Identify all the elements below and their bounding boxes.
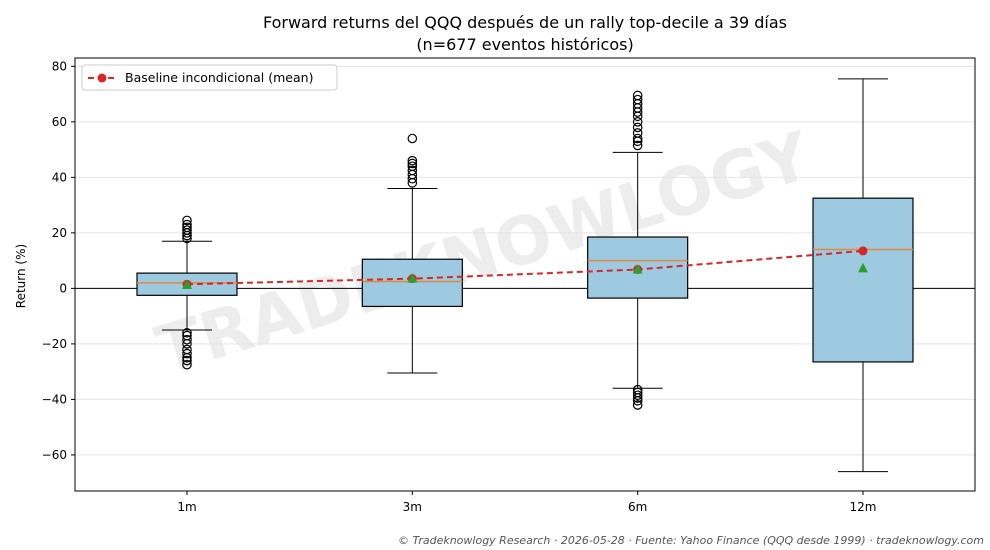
x-tick-label: 1m	[177, 500, 196, 514]
outlier-point	[632, 122, 643, 133]
baseline-point	[858, 246, 868, 256]
watermark: TRADEKNOWLOGY	[148, 117, 820, 389]
footer: © Tradeknowlogy Research · 2026-05-28 · …	[398, 534, 984, 547]
mean-marker	[632, 264, 643, 274]
y-axis-label: Return (%)	[14, 244, 28, 308]
outlier-point	[182, 222, 192, 233]
outlier-point	[632, 133, 643, 144]
outlier-point	[407, 165, 418, 176]
y-tick-label: −40	[42, 392, 67, 406]
y-axis-ticks: −60 −40 −20 0 20 40 60 80	[42, 59, 75, 462]
outlier-point	[182, 327, 192, 338]
legend: Baseline incondicional (mean)	[81, 64, 338, 91]
outlier-point	[182, 225, 192, 235]
box-12m	[812, 78, 914, 473]
outlier-point	[182, 215, 192, 226]
mean-marker	[182, 279, 192, 290]
y-tick-label: 80	[52, 59, 67, 73]
y-tick-label: 60	[52, 115, 67, 129]
plot-area	[75, 78, 975, 473]
chart-title: Forward returns del QQQ después de un ra…	[263, 13, 787, 32]
y-tick-label: −20	[42, 337, 67, 351]
box-6m	[587, 90, 689, 410]
outlier-point	[632, 128, 643, 138]
outlier-point	[407, 158, 418, 169]
outlier-point	[632, 117, 643, 127]
legend-box	[81, 64, 338, 91]
box-iqr	[812, 197, 914, 363]
mean-marker	[407, 273, 418, 283]
baseline-line	[186, 249, 864, 286]
outlier-point	[182, 219, 192, 230]
mean-marker	[858, 262, 868, 273]
outlier-point	[632, 393, 643, 403]
legend-marker	[97, 73, 107, 83]
outlier-point	[182, 352, 192, 363]
chart-subtitle: (n=677 eventos históricos)	[416, 35, 633, 54]
y-tick-label: −60	[42, 448, 67, 462]
outlier-point	[632, 94, 643, 105]
x-tick-label: 3m	[403, 500, 422, 514]
x-axis-ticks: 1m 3m 6m 12m	[177, 491, 876, 514]
y-tick-label: 0	[59, 281, 67, 295]
y-tick-label: 40	[52, 170, 67, 184]
outlier-point	[632, 140, 643, 151]
outlier-point	[182, 355, 192, 366]
x-tick-label: 6m	[628, 500, 647, 514]
y-tick-label: 20	[52, 226, 67, 240]
outlier-point	[182, 334, 192, 345]
outlier-point	[407, 161, 418, 172]
outlier-point	[182, 348, 192, 359]
outlier-point	[182, 339, 192, 349]
outlier-point	[632, 390, 643, 401]
plot-frame	[74, 57, 976, 492]
outlier-point	[632, 395, 643, 406]
legend-label: Baseline incondicional (mean)	[125, 70, 313, 85]
outlier-point	[407, 133, 418, 144]
x-tick-label: 12m	[850, 500, 877, 514]
outlier-point	[632, 90, 643, 101]
outlier-point	[407, 155, 418, 166]
outlier-point	[632, 400, 643, 410]
outlier-point	[182, 359, 192, 370]
